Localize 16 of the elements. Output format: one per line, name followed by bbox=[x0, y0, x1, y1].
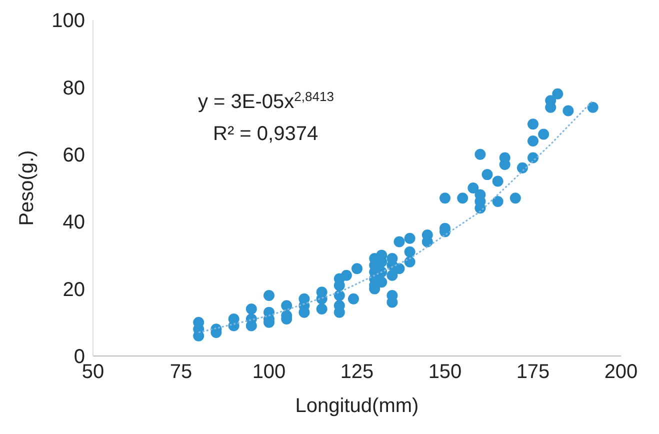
x-tick-label: 75 bbox=[170, 361, 192, 384]
y-tick-label: 80 bbox=[62, 77, 85, 100]
x-axis-title: Longitud(mm) bbox=[295, 395, 419, 417]
x-tick-label: 125 bbox=[340, 361, 374, 384]
x-tick-label: 150 bbox=[428, 361, 462, 384]
x-tick-label: 100 bbox=[252, 361, 286, 384]
annotation: y = 3E-05x$^{2,8413}$ bbox=[198, 88, 334, 113]
x-tick-label: 175 bbox=[516, 361, 550, 384]
y-tick-label: 60 bbox=[62, 144, 85, 166]
y-tick-label: 100 bbox=[52, 10, 85, 32]
x-tick-label: 50 bbox=[82, 361, 104, 384]
annotation: R² = 0,9374 bbox=[213, 123, 318, 145]
y-tick-label: 20 bbox=[62, 278, 85, 301]
y-tick-label: 40 bbox=[62, 212, 85, 234]
y-axis-title: Peso(g.) bbox=[16, 150, 38, 226]
x-tick-label: 200 bbox=[604, 361, 638, 384]
